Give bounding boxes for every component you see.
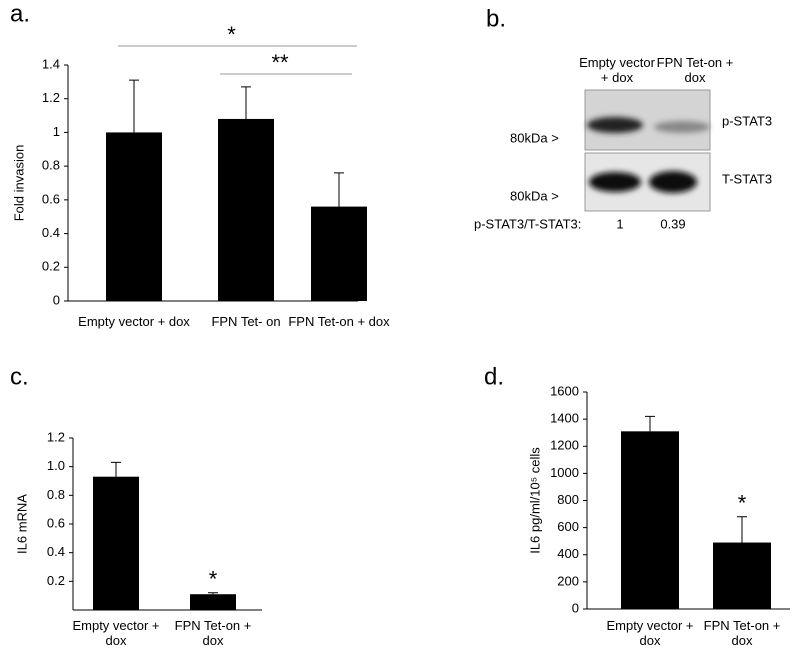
significance-mark: *: [738, 491, 747, 516]
y-tick-label: 600: [557, 519, 579, 534]
y-tick-label: 200: [557, 573, 579, 588]
y-tick-label: 1.2: [42, 90, 60, 105]
y-tick-label: 800: [557, 492, 579, 507]
y-tick-label: 1600: [550, 383, 579, 398]
y-tick-label: 1: [53, 124, 60, 139]
y-tick-label: 1400: [550, 411, 579, 426]
significance-mark: *: [227, 22, 236, 47]
y-tick-label: 0.6: [42, 191, 60, 206]
panel-label: a.: [10, 0, 30, 27]
y-tick-label: 0.2: [42, 259, 60, 274]
y-tick-label: 1.2: [47, 429, 65, 444]
lane-label: FPN Tet-on + dox: [656, 55, 734, 85]
y-tick-label: 0: [572, 600, 579, 615]
bar: [218, 118, 274, 301]
error-bar: [241, 86, 251, 119]
bar: [713, 542, 771, 609]
y-tick-label: 0.2: [47, 573, 65, 588]
x-tick-label: Empty vector + dox: [78, 314, 190, 329]
band-label: T-STAT3: [722, 171, 772, 186]
y-axis-label: Fold invasion: [11, 145, 26, 222]
error-bar: [645, 415, 655, 432]
significance-mark: **: [271, 50, 289, 75]
bar: [190, 594, 236, 610]
bar: [621, 431, 679, 609]
ratio-value: 0.39: [660, 216, 685, 231]
y-tick-label: 400: [557, 546, 579, 561]
panel-label: c.: [10, 363, 29, 390]
ratio-label: p-STAT3/T-STAT3:: [474, 216, 581, 231]
mw-marker: 80kDa >: [510, 188, 559, 203]
band-label: p-STAT3: [722, 113, 772, 128]
panel-label: d.: [484, 363, 504, 390]
band: [649, 171, 697, 193]
x-tick-label: Empty vector + dox: [72, 618, 160, 648]
y-tick-label: 1.4: [42, 56, 60, 71]
x-tick-label: FPN Tet- on: [211, 314, 281, 329]
error-bar: [111, 461, 121, 477]
x-tick-label: FPN Tet-on + dox: [174, 618, 252, 648]
panel-label: b.: [486, 5, 506, 32]
y-tick-label: 1.0: [47, 458, 65, 473]
y-tick-label: 1200: [550, 438, 579, 453]
x-tick-label: FPN Tet-on + dox: [288, 314, 390, 329]
bar: [93, 476, 139, 610]
significance-mark: *: [209, 567, 218, 592]
lane-label: Empty vector + dox: [579, 55, 655, 85]
y-axis-label: IL6 mRNA: [14, 494, 29, 554]
y-tick-label: 0.8: [42, 158, 60, 173]
y-tick-label: 0.6: [47, 515, 65, 530]
y-tick-label: 0.8: [47, 487, 65, 502]
error-bar: [334, 172, 344, 207]
y-axis-label: IL6 pg/ml/10⁵ cells: [527, 447, 542, 554]
bar: [311, 206, 367, 301]
y-tick-label: 0: [53, 292, 60, 307]
x-tick-label: FPN Tet-on + dox: [703, 618, 781, 648]
band: [589, 172, 641, 192]
mw-marker: 80kDa >: [510, 130, 559, 145]
y-tick-label: 1000: [550, 465, 579, 480]
error-bar: [129, 79, 139, 133]
y-tick-label: 0.4: [42, 225, 60, 240]
y-tick-label: 0.4: [47, 544, 65, 559]
band: [587, 117, 643, 133]
bar: [106, 132, 162, 301]
x-tick-label: Empty vector + dox: [606, 618, 694, 648]
error-bar: [737, 516, 747, 543]
band: [654, 121, 710, 133]
ratio-value: 1: [616, 216, 623, 231]
error-bar: [208, 592, 218, 595]
